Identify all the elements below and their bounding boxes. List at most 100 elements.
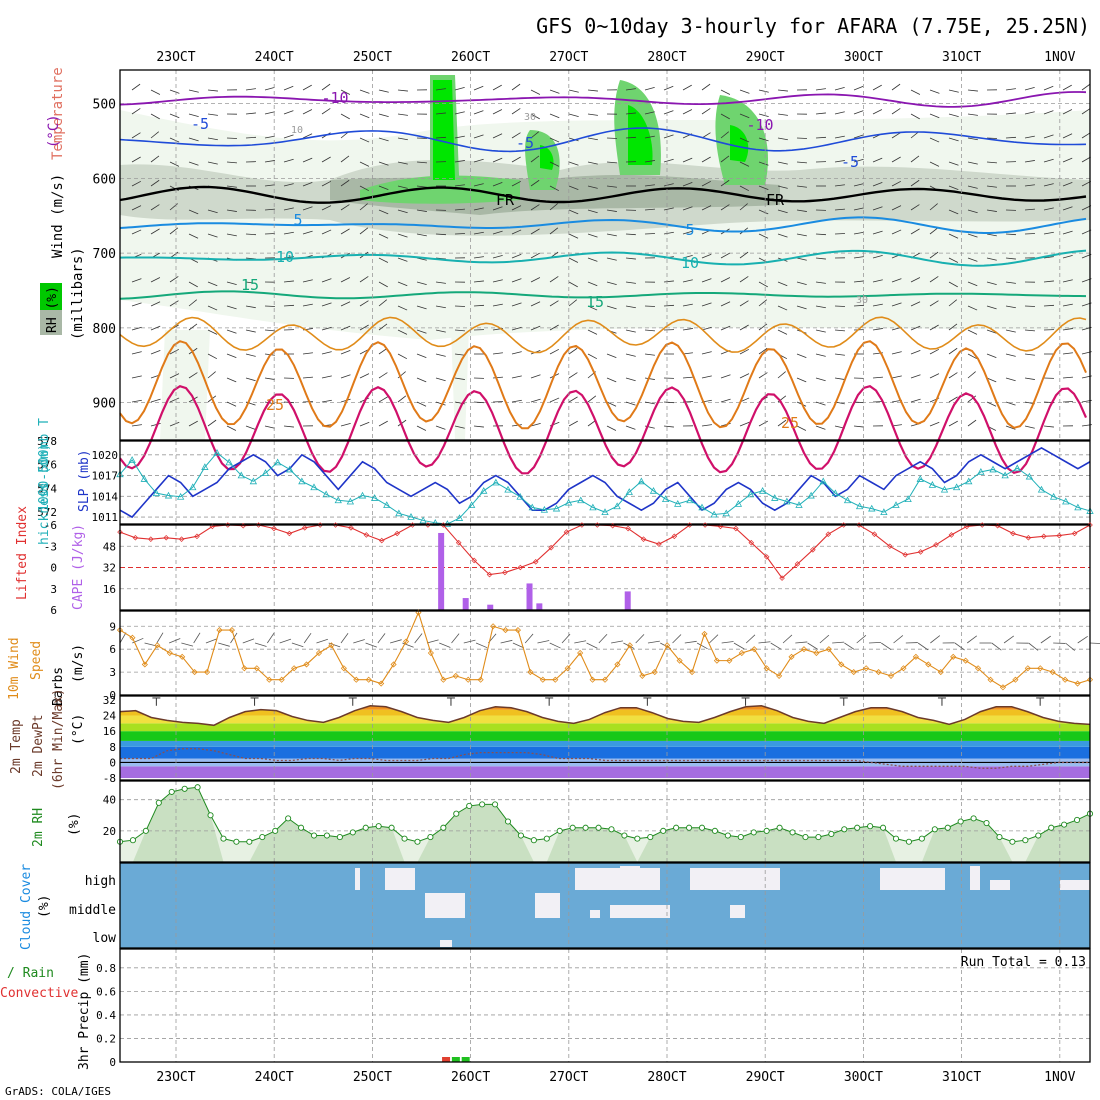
wind-barb [416,281,427,285]
wind-barb [891,375,902,379]
wind-barb [1062,376,1073,379]
wind-barb [929,276,939,283]
wind-barb [644,111,655,115]
wind-barb [929,373,940,379]
wind-speed-line-point [253,665,260,672]
y-axis-label-unit: (%) [37,895,52,918]
lifted-index-point [794,561,801,567]
rh-line-point [310,832,318,839]
wind-barb [967,281,978,287]
wind-barb [948,161,959,166]
lifted-index-point [1041,533,1047,540]
top-tick-label: 30OCT [844,50,883,65]
wind-barb [587,233,598,238]
lifted-index-point [271,525,277,532]
thickness-line-point [783,497,791,505]
y-tick-label: 6 [109,643,116,656]
wind-barb [397,395,407,403]
rh-line-point [686,824,693,831]
wind-barb [1089,642,1100,644]
wind-barb [967,185,978,189]
wind-barb [511,351,522,355]
wind-barb [492,401,504,403]
wind-barb [492,255,503,259]
wind-barb [188,137,199,142]
wind-barb [815,88,826,91]
wind-barb [119,632,127,644]
rh-band-10 [160,330,210,440]
rh-line-point [918,835,925,842]
y-axis-label-slp: SLP (mb) [77,449,92,512]
wind-barb [492,303,503,307]
wind-barb [720,155,730,163]
wind-speed-line-point [291,665,298,672]
wind-barb [131,424,142,427]
lifted-index-point [286,530,293,537]
wind-barb [473,280,484,283]
wind-barb [853,425,864,428]
y-axis-label-convective: Convective [0,986,78,1001]
top-tick-label: 31OCT [942,50,981,65]
wind-barb [316,638,328,644]
wind-barb [853,207,864,211]
lifted-index-point [394,530,400,537]
wind-barb [181,642,194,647]
lifted-index-point [825,531,832,538]
wind-barb [321,180,332,187]
wind-barb [226,281,237,285]
wind-barb [954,642,965,651]
wind-barb [625,112,636,115]
wind-barb [549,203,558,211]
top-tick-label: 28OCT [647,50,686,65]
wind-barb [378,323,388,331]
wind-barb [207,233,218,238]
rh-line-point [621,832,628,839]
wind-barb [226,353,237,358]
wind-barb [245,136,257,139]
wind-barb [188,323,198,331]
precip-bar [461,1057,470,1062]
wind-barb [1005,136,1017,139]
wind-barb [644,401,655,405]
thickness-line-point [455,514,464,521]
wind-barb [188,372,198,379]
wind-barb [416,185,427,188]
wind-barb [568,185,579,190]
wind-barb [492,279,503,283]
wind-barb [910,179,920,187]
wind-barb [1024,135,1035,139]
thickness-line-point [492,478,500,486]
contour-label: 5 [293,211,302,229]
wind-barb [948,281,958,288]
wind-barb [1043,256,1054,259]
wind-barb [701,302,712,307]
wind-speed-line-point [278,676,285,683]
lifted-index-point [178,536,185,542]
wind-barb [378,185,389,190]
wind-barb [511,278,522,283]
y-axis-label-cape: CAPE (J/kg) [71,524,86,610]
y-axis-label-temp: Temperature [50,67,66,160]
thickness-line-point [1074,503,1082,511]
wind-barb [188,299,198,307]
y-axis-label-unit: (m/s) [71,644,86,683]
wind-speed-line-point [328,642,335,649]
dewpoint-line [120,748,1090,769]
wind-barb [948,233,959,239]
wind-barb [777,419,787,427]
thickness-line-point [1062,497,1070,505]
wind-barb [587,185,598,189]
wind-barb [169,161,180,167]
wind-barb [1062,303,1073,307]
wind-barb [283,304,295,307]
wind-speed-line-point [1037,665,1044,672]
wind-barb [439,642,451,648]
wind-barb [150,155,160,163]
thickness-line-point [237,471,245,479]
wind-barb [264,208,275,211]
wind-barb [819,634,830,644]
wind-barb [606,161,617,164]
wind-barb [1062,255,1073,259]
isotherm-minus-5 [119,127,1087,153]
lifted-index-point [625,525,631,532]
